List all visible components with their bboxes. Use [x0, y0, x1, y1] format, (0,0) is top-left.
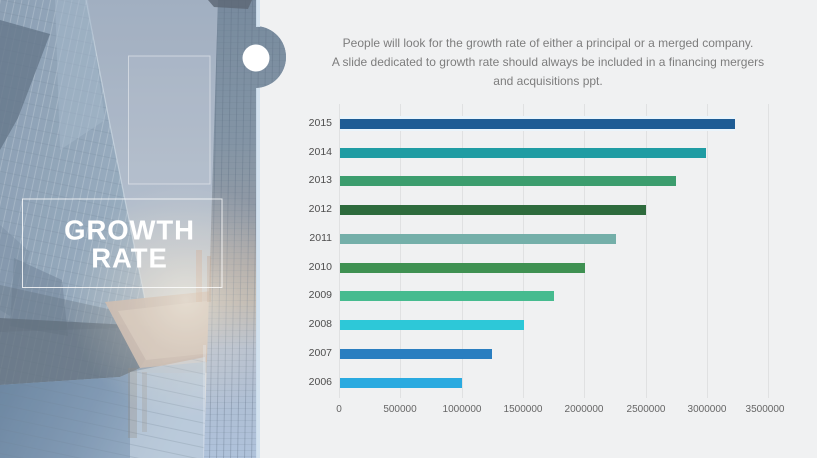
svg-text:RATE: RATE	[91, 243, 167, 274]
svg-text:GROWTH: GROWTH	[64, 215, 195, 246]
